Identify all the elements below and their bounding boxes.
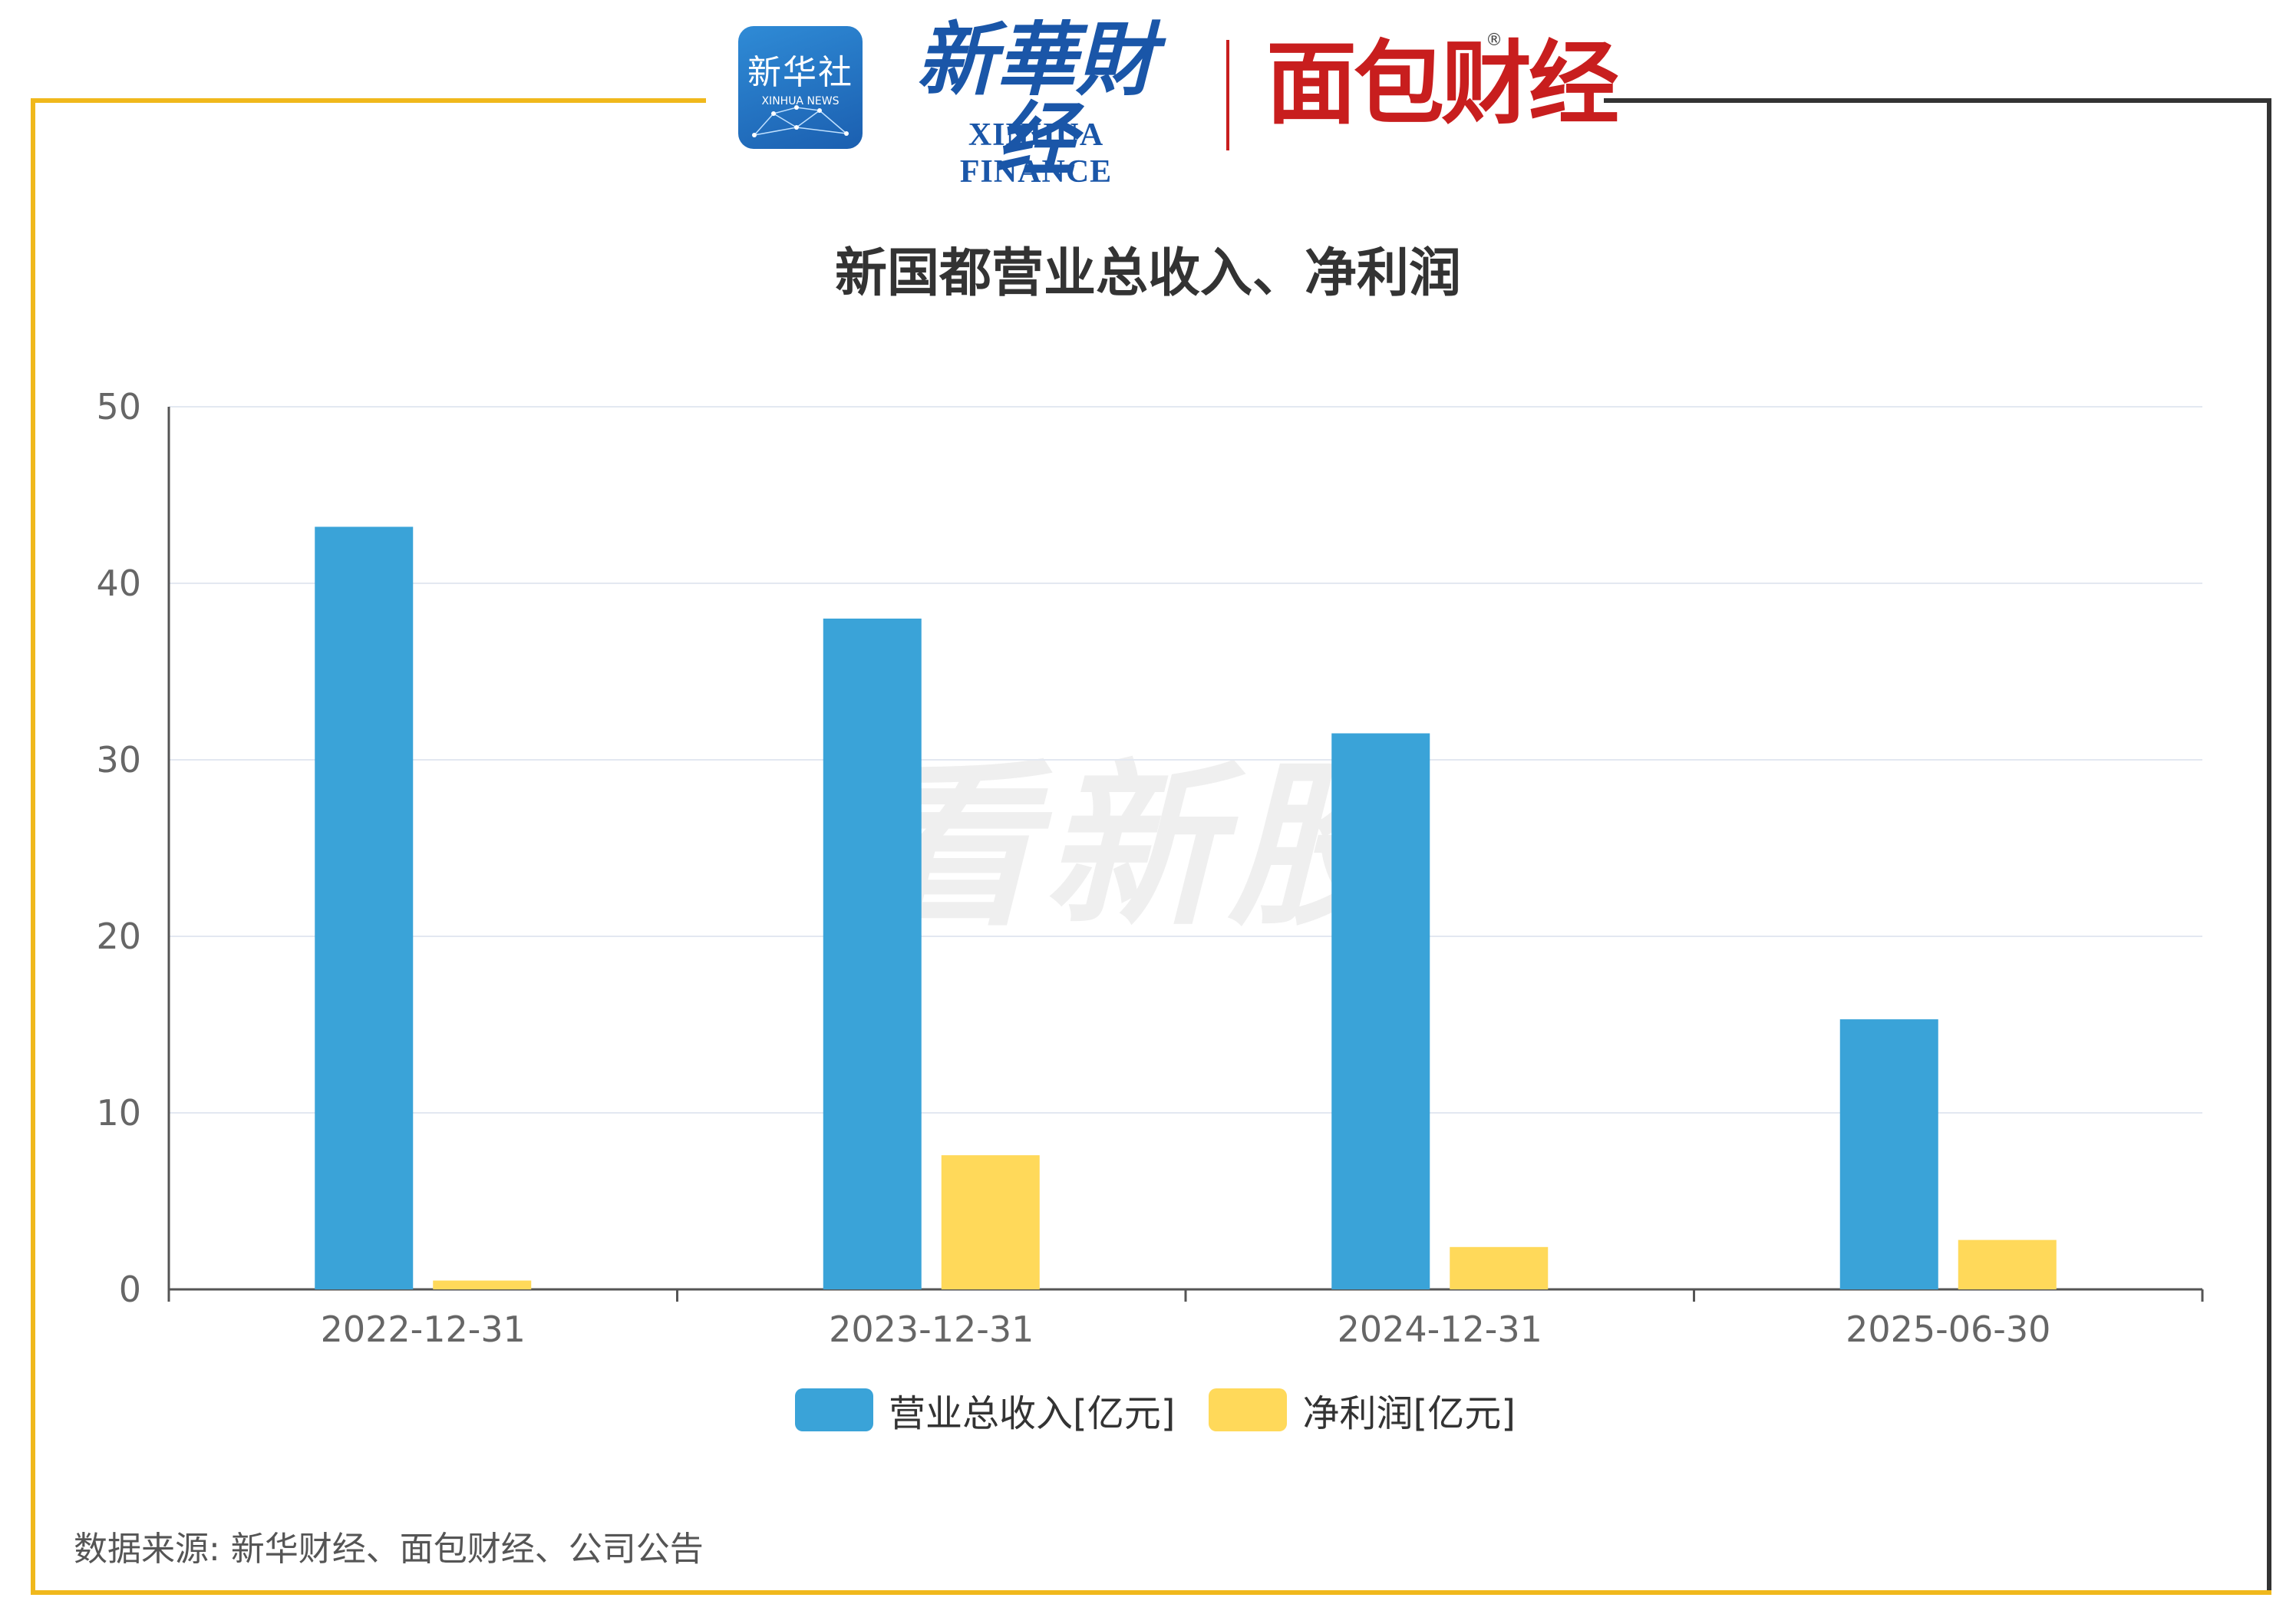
legend-item-revenue[interactable]: 营业总收入[亿元]: [795, 1383, 1175, 1437]
frame-top-right-border: [1604, 98, 2271, 103]
xinhua-finance-logo-cn: 新華財经: [915, 12, 1156, 186]
xinhua-badge-cn: 新华社: [747, 53, 853, 92]
legend-swatch-profit: [1209, 1388, 1288, 1431]
y-tick-label: 20: [96, 916, 141, 957]
registered-mark-icon: ®: [1486, 31, 1503, 50]
y-tick-label: 10: [96, 1092, 141, 1134]
legend-swatch-revenue: [795, 1388, 873, 1431]
chart-title: 新国都营业总收入、净利润: [834, 243, 1461, 304]
logo-divider: [1226, 40, 1229, 150]
frame-left-border: [31, 98, 35, 1595]
legend: 营业总收入[亿元] 净利润[亿元]: [795, 1383, 1549, 1437]
frame-right-border: [2267, 98, 2271, 1595]
net-profit-bar: [941, 1155, 1040, 1289]
revenue-bar: [1839, 1019, 1938, 1289]
x-tick-label: 2024-12-31: [1338, 1309, 1542, 1350]
xinhua-news-logo: 新华社 XINHUA NEWS: [738, 26, 863, 149]
y-tick-label: 40: [96, 563, 141, 604]
xinhua-finance-logo-en: XINHUA FINANCE: [959, 117, 1113, 190]
net-profit-bar: [1958, 1239, 2057, 1289]
net-profit-bar: [1450, 1246, 1549, 1289]
legend-item-profit[interactable]: 净利润[亿元]: [1209, 1383, 1516, 1437]
revenue-bar: [315, 526, 414, 1289]
mianbao-finance-logo: 面包财经: [1266, 31, 1619, 137]
net-profit-bar: [433, 1280, 532, 1289]
legend-label-profit: 净利润[亿元]: [1302, 1392, 1516, 1435]
x-tick-label: 2023-12-31: [829, 1309, 1034, 1350]
frame-top-left-border: [31, 98, 706, 103]
legend-label-revenue: 营业总收入[亿元]: [889, 1392, 1176, 1435]
network-graphic-icon: [752, 105, 849, 137]
x-tick-label: 2022-12-31: [321, 1309, 526, 1350]
xinhua-badge-en: XINHUA NEWS: [761, 95, 840, 107]
x-tick-label: 2025-06-30: [1846, 1309, 2050, 1350]
y-tick-label: 30: [96, 739, 141, 781]
y-tick-label: 0: [119, 1269, 141, 1310]
watermark: 看新股: [859, 745, 1412, 950]
data-source-note: 数据来源: 新华财经、面包财经、公司公告: [74, 1530, 704, 1569]
revenue-bar: [1331, 733, 1430, 1289]
y-tick-label: 50: [96, 386, 141, 427]
frame-bottom-border: [31, 1590, 2271, 1595]
revenue-bar: [823, 619, 922, 1289]
